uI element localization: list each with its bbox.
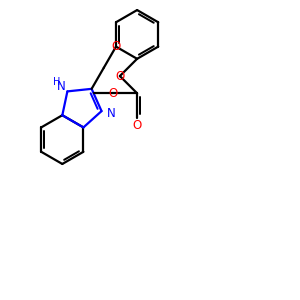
Text: N: N [106, 106, 115, 120]
Text: O: O [115, 70, 124, 83]
Text: N: N [57, 80, 65, 93]
Text: O: O [133, 119, 142, 133]
Text: O: O [111, 40, 121, 53]
Text: H: H [53, 76, 60, 87]
Text: O: O [108, 87, 117, 100]
